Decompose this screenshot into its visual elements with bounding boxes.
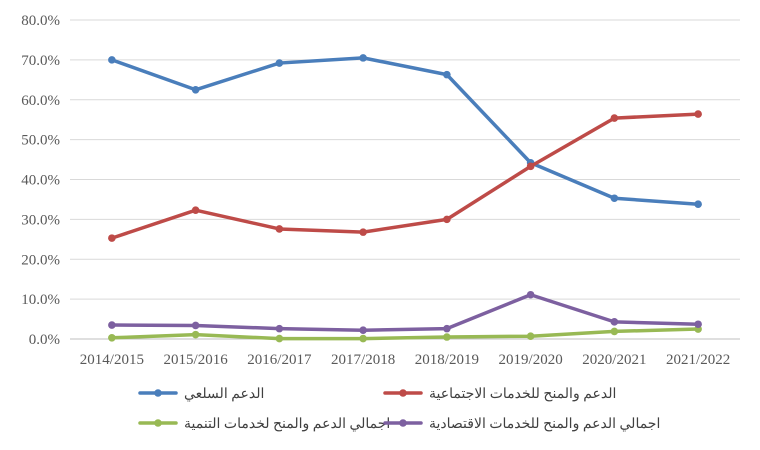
x-tick-label: 2014/2015 xyxy=(80,352,144,368)
x-tick-label: 2019/2020 xyxy=(499,352,563,368)
data-point xyxy=(108,334,116,342)
data-point xyxy=(359,334,367,343)
gridlines xyxy=(70,19,740,340)
x-tick-label: 2018/2019 xyxy=(415,352,479,368)
data-point xyxy=(443,333,451,341)
legend-label: الدعم السلعي xyxy=(184,387,264,402)
data-point xyxy=(191,330,200,339)
data-point xyxy=(443,215,451,224)
data-point xyxy=(191,206,200,215)
data-point xyxy=(275,225,284,233)
data-point xyxy=(610,194,619,203)
data-point xyxy=(191,321,200,330)
data-point xyxy=(275,334,284,343)
x-axis-ticks: 2014/2015 2015/2016 2016/2017 2017/2018 2018… xyxy=(80,352,730,368)
data-point xyxy=(610,327,619,336)
data-point xyxy=(108,321,116,329)
legend: الدعم السلعي الدعم والمنح للخدمات الاجتما… xyxy=(138,387,660,432)
y-tick-label: 20.0% xyxy=(21,252,60,268)
data-point xyxy=(526,332,535,341)
data-point xyxy=(694,320,702,329)
y-tick-label: 80.0% xyxy=(21,13,60,29)
data-point xyxy=(275,59,284,67)
series-lines xyxy=(108,54,702,343)
data-point xyxy=(359,228,367,236)
y-tick-label: 10.0% xyxy=(21,292,60,308)
x-tick-label: 2021/2022 xyxy=(666,352,730,368)
data-point xyxy=(275,324,284,333)
data-point xyxy=(526,290,535,299)
data-point xyxy=(359,326,367,335)
data-point xyxy=(610,114,619,122)
data-point xyxy=(359,54,367,62)
legend-label: اجمالي الدعم والمنح لخدمات التنمية xyxy=(184,417,390,432)
y-tick-label: 70.0% xyxy=(21,53,60,69)
y-tick-label: 50.0% xyxy=(21,133,60,149)
data-point xyxy=(443,70,451,79)
data-point xyxy=(694,200,702,209)
series-line xyxy=(110,327,700,341)
data-point xyxy=(108,234,116,242)
series-line xyxy=(110,56,700,206)
data-point xyxy=(443,324,451,333)
x-tick-label: 2020/2021 xyxy=(582,352,646,368)
legend-marker xyxy=(399,389,407,397)
data-point xyxy=(610,318,619,326)
legend-marker xyxy=(154,419,162,427)
legend-marker xyxy=(399,419,407,427)
legend-label: الدعم والمنح للخدمات الاجتماعية xyxy=(429,387,616,402)
y-tick-label: 40.0% xyxy=(21,173,60,189)
series-line xyxy=(110,112,700,240)
x-tick-label: 2016/2017 xyxy=(247,352,312,368)
y-tick-label: 0.0% xyxy=(29,332,60,348)
legend-label: اجمالي الدعم والمنح للخدمات الاقتصادية xyxy=(429,417,660,432)
data-point xyxy=(694,110,702,118)
series-line xyxy=(110,292,700,332)
y-axis-ticks: 0.0% 10.0% 20.0% 30.0% 40.0% 50.0% 60.0% 70.0% 8… xyxy=(21,13,60,348)
data-point xyxy=(191,85,200,94)
legend-marker xyxy=(154,389,162,397)
x-tick-label: 2015/2016 xyxy=(164,352,229,368)
x-tick-label: 2017/2018 xyxy=(331,352,395,368)
data-point xyxy=(108,56,116,64)
y-tick-label: 60.0% xyxy=(21,93,60,109)
data-point xyxy=(526,162,535,171)
y-tick-label: 30.0% xyxy=(21,212,60,228)
